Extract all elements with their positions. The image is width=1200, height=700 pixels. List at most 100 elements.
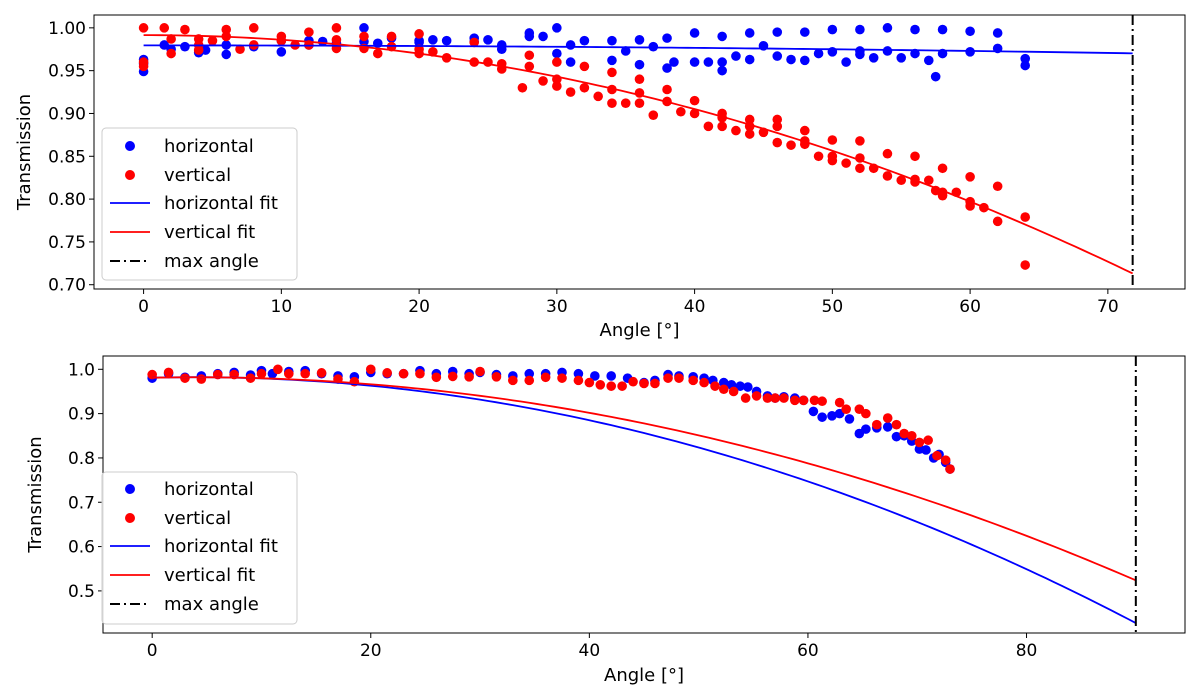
vertical-point	[772, 121, 783, 132]
vertical-point	[524, 61, 535, 72]
vertical-point	[573, 375, 584, 386]
vertical-point	[717, 121, 727, 132]
horizontal-point	[772, 27, 783, 37]
vertical-fit-line	[152, 376, 1137, 582]
horizontal-point	[882, 23, 893, 33]
ticks-group: 0 20 40 60 80 0.5 0.6 0.7 0.8 0.9 1.0	[68, 360, 1037, 661]
horizontal-point	[891, 431, 902, 442]
horizontal-point	[552, 23, 562, 33]
horizontal-point	[855, 49, 865, 60]
horizontal-point	[441, 35, 452, 46]
x-tick-label: 20	[408, 297, 430, 317]
vertical-point	[762, 393, 773, 403]
vertical-point	[163, 367, 174, 378]
vertical-point	[524, 375, 535, 386]
vertical-point	[606, 381, 617, 391]
vertical-point	[688, 375, 698, 386]
x-tick-label: 70	[1097, 297, 1119, 317]
vertical-point	[464, 372, 474, 382]
horizontal-point	[861, 424, 871, 434]
ticks-group: 0 10 20 30 40 50 60 70 0.70 0.75 0.80 0.85 0.90 0.95 1…	[48, 19, 1119, 317]
horizontal-point	[565, 57, 576, 67]
vertical-point	[552, 57, 562, 67]
vertical-point	[945, 464, 955, 474]
x-tick-label: 40	[684, 297, 706, 317]
horizontal-point	[772, 51, 783, 61]
horizontal-point	[573, 368, 584, 379]
vertical-point	[414, 29, 424, 39]
vertical-point	[207, 35, 218, 46]
vertical-point	[284, 368, 294, 379]
horizontal-point	[538, 31, 548, 42]
horizontal-point	[669, 57, 679, 67]
horizontal-point	[579, 35, 590, 46]
legend-marker-vertical	[125, 170, 135, 180]
vertical-point	[386, 31, 397, 42]
horizontal-point	[689, 28, 700, 38]
vertical-point	[524, 50, 535, 61]
vertical-point	[159, 23, 170, 33]
horizontal-point	[524, 368, 535, 379]
y-axis-label: Transmission	[14, 94, 35, 211]
vertical-point	[557, 373, 567, 383]
horizontal-point	[359, 23, 369, 33]
plot-frame	[93, 14, 1186, 290]
vertical-point	[273, 364, 283, 375]
y-tick-label: 1.00	[48, 19, 86, 39]
horizontal-point	[565, 40, 576, 50]
vertical-point	[798, 395, 809, 406]
vertical-point	[699, 377, 709, 388]
horizontal-point	[937, 24, 948, 35]
horizontal-point	[921, 445, 931, 455]
horizontal-point	[717, 31, 727, 42]
vertical-point	[517, 82, 528, 93]
vertical-point	[359, 31, 369, 42]
horizontal-point	[717, 65, 727, 76]
vertical-point	[316, 368, 327, 378]
vertical-point	[331, 23, 342, 33]
horizontal-point	[590, 371, 600, 381]
x-tick-label: 20	[360, 641, 382, 661]
vertical-point	[965, 172, 975, 182]
vertical-point	[751, 391, 762, 401]
vertical-point	[772, 137, 783, 148]
vertical-point	[663, 373, 673, 383]
horizontal-point	[896, 53, 907, 63]
horizontal-point	[735, 381, 745, 391]
vertical-point	[770, 393, 780, 403]
horizontal-point	[965, 26, 975, 37]
vertical-point	[855, 163, 865, 174]
horizontal-point	[910, 24, 920, 35]
vertical-point	[248, 23, 259, 33]
vertical-point	[235, 44, 245, 55]
vertical-point	[910, 151, 920, 162]
vertical-point	[365, 364, 376, 375]
horizontal-point	[786, 54, 796, 65]
vertical-point	[166, 48, 176, 59]
y-tick-label: 0.85	[48, 147, 86, 167]
vertical-point	[508, 375, 518, 386]
horizontal-point	[844, 414, 855, 424]
horizontal-point	[731, 51, 741, 61]
vertical-point	[932, 450, 942, 461]
points-group	[138, 23, 1031, 270]
horizontal-point	[607, 35, 617, 46]
vertical-point	[469, 37, 480, 48]
legend-marker-horizontal	[125, 484, 135, 494]
vertical-point	[565, 87, 576, 97]
vertical-point	[138, 23, 149, 33]
horizontal-point	[868, 53, 879, 63]
horizontal-point	[414, 37, 424, 48]
vertical-point	[193, 45, 204, 55]
x-tick-label: 40	[579, 641, 601, 661]
legend-marker-vertical	[125, 513, 135, 523]
vertical-point	[834, 397, 845, 408]
vertical-point	[689, 95, 700, 106]
vertical-point	[906, 430, 917, 441]
legend-label-horizontal-fit: horizontal fit	[164, 536, 278, 557]
vertical-point	[813, 151, 824, 162]
horizontal-point	[717, 57, 727, 67]
chart-top: 0 10 20 30 40 50 60 70 0.70 0.75 0.80 0.85 0.90 0.95 1…	[14, 14, 1186, 341]
vertical-point	[382, 368, 392, 378]
vertical-point	[276, 35, 287, 46]
